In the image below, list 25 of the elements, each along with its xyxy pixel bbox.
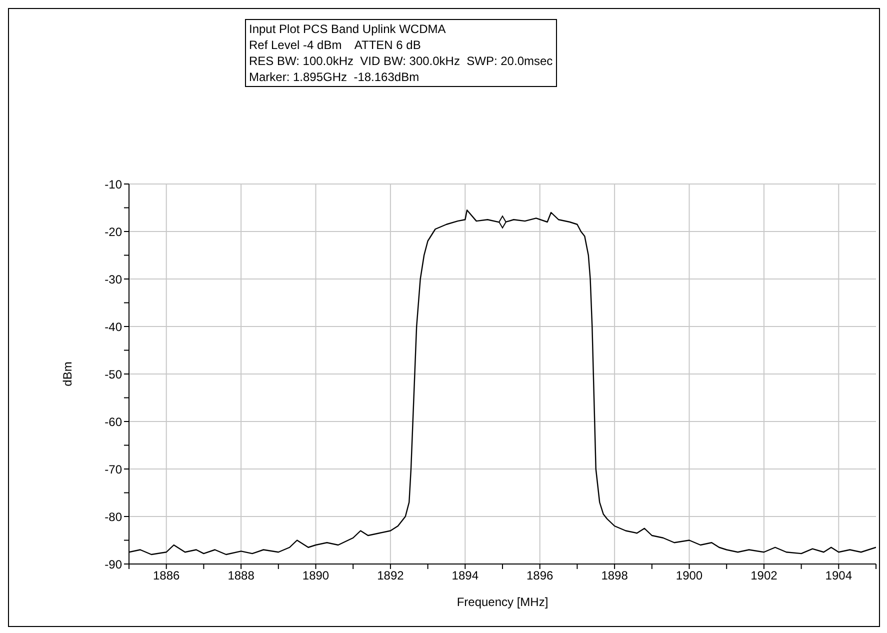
text: Ref Level -4 dBm ATTEN 6 dB xyxy=(249,37,422,53)
x-tick-label: 1898 xyxy=(601,568,628,583)
x-tick-label: 1904 xyxy=(825,568,852,583)
x-tick-label: 1886 xyxy=(153,568,180,583)
y-tick-label: -70 xyxy=(104,462,122,476)
text: Marker: 1.895GHz -18.163dBm xyxy=(249,69,420,85)
x-tick-label: 1902 xyxy=(750,568,778,583)
x-tick-label: 1896 xyxy=(526,568,554,583)
x-tick-label: 1894 xyxy=(452,568,479,583)
x-tick-label: 1888 xyxy=(228,568,255,583)
y-tick-label: -20 xyxy=(104,224,122,239)
x-tick-label: 1890 xyxy=(302,568,330,583)
x-tick-label: 1892 xyxy=(377,568,404,583)
y-tick-label: -50 xyxy=(104,367,122,382)
x-axis-title: Frequency [MHz] xyxy=(456,595,548,609)
y-tick-label: -30 xyxy=(104,272,122,286)
chart-title: Input Plot PCS Band Uplink WCDMA xyxy=(249,21,447,37)
y-tick-label: -40 xyxy=(104,320,122,334)
x-tick-label: 1900 xyxy=(676,568,703,583)
text: RES BW: 100.0kHz VID BW: 300.0kHz SWP: 20.0msec xyxy=(249,53,553,69)
y-tick-label: -90 xyxy=(104,557,122,572)
y-tick-label: -60 xyxy=(104,414,122,429)
y-tick-label: -80 xyxy=(104,510,122,524)
y-tick-label: -10 xyxy=(104,177,122,192)
y-axis-title: dBm xyxy=(60,362,74,386)
